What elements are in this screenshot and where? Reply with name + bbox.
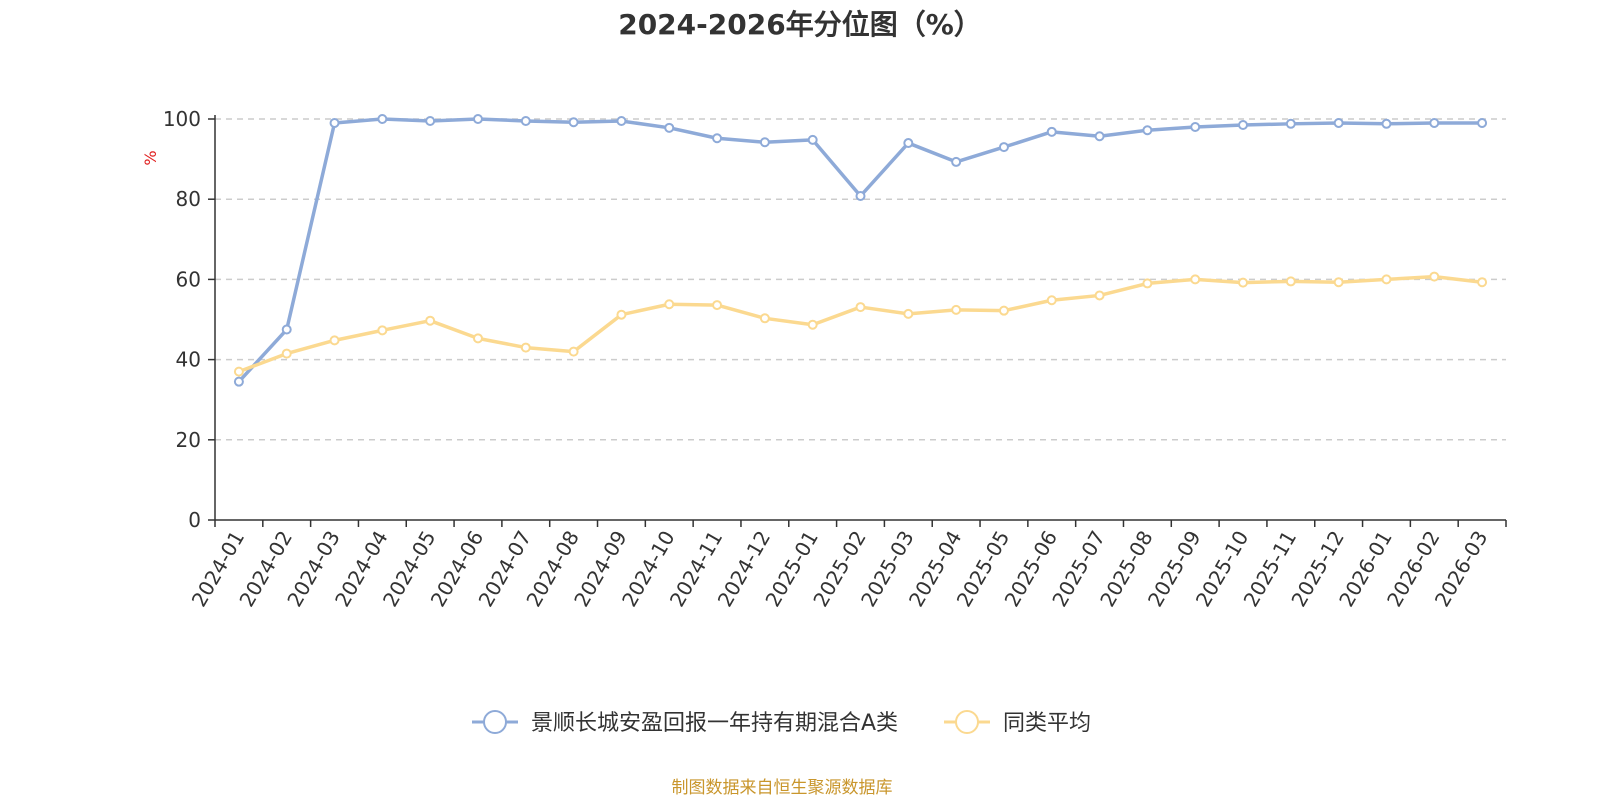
data-point bbox=[759, 313, 770, 324]
grid-lines bbox=[215, 118, 1506, 441]
data-point bbox=[1429, 271, 1440, 282]
y-tick-label: 20 bbox=[176, 428, 201, 452]
data-point bbox=[1142, 278, 1153, 289]
data-point bbox=[520, 342, 531, 353]
data-point bbox=[616, 116, 627, 127]
y-tick-label: 0 bbox=[188, 508, 201, 532]
data-point bbox=[1238, 120, 1249, 131]
series-line bbox=[237, 117, 1483, 383]
data-point bbox=[1190, 122, 1201, 133]
data-point bbox=[233, 376, 244, 387]
data-point bbox=[1333, 277, 1344, 288]
data-point bbox=[664, 122, 675, 133]
data-point bbox=[1238, 277, 1249, 288]
legend-label: 同类平均 bbox=[1003, 711, 1091, 736]
data-source-note: 制图数据来自恒生聚源数据库 bbox=[672, 778, 893, 798]
series-1 bbox=[233, 114, 1488, 387]
data-point bbox=[281, 348, 292, 359]
data-point bbox=[712, 133, 723, 144]
data-point bbox=[1381, 118, 1392, 129]
data-point bbox=[616, 309, 627, 320]
data-point bbox=[281, 324, 292, 335]
data-point bbox=[1285, 276, 1296, 287]
data-point bbox=[472, 114, 483, 124]
data-point bbox=[664, 299, 675, 310]
data-point bbox=[1046, 126, 1057, 137]
data-point bbox=[233, 366, 244, 377]
data-point bbox=[1142, 125, 1153, 136]
data-point bbox=[807, 134, 818, 145]
y-tick-label: 40 bbox=[176, 348, 201, 372]
data-point bbox=[998, 142, 1009, 153]
data-point bbox=[1094, 290, 1105, 301]
y-tick-label: 60 bbox=[176, 267, 201, 291]
legend: 景顺长城安盈回报一年持有期混合A类 同类平均 bbox=[472, 710, 1091, 736]
data-point bbox=[1477, 277, 1488, 288]
data-point bbox=[998, 305, 1009, 316]
chart-title: 2024-2026年分位图（%） bbox=[618, 8, 982, 41]
data-point bbox=[425, 315, 436, 326]
data-point bbox=[712, 300, 723, 311]
data-point bbox=[1190, 274, 1201, 285]
data-point bbox=[903, 308, 914, 319]
series-lines bbox=[233, 114, 1488, 387]
data-point bbox=[1046, 295, 1057, 306]
data-point bbox=[568, 117, 579, 128]
legend-marker bbox=[483, 710, 507, 734]
data-point bbox=[472, 333, 483, 344]
data-point bbox=[855, 302, 866, 313]
y-tick-label: 100 bbox=[163, 107, 201, 131]
series-line bbox=[238, 274, 1483, 374]
data-point bbox=[855, 190, 866, 201]
data-point bbox=[1094, 131, 1105, 142]
data-point bbox=[329, 118, 340, 129]
data-point bbox=[951, 156, 962, 167]
data-point bbox=[425, 116, 436, 127]
data-point bbox=[951, 304, 962, 315]
data-point bbox=[1285, 118, 1296, 129]
data-point bbox=[377, 325, 388, 336]
legend-label: 景顺长城安盈回报一年持有期混合A类 bbox=[531, 711, 898, 736]
data-point bbox=[329, 335, 340, 346]
legend-item-2[interactable]: 同类平均 bbox=[944, 710, 1091, 736]
data-point bbox=[759, 137, 770, 148]
series-2 bbox=[233, 271, 1488, 377]
data-point bbox=[1429, 118, 1440, 129]
legend-item-1[interactable]: 景顺长城安盈回报一年持有期混合A类 bbox=[472, 710, 898, 736]
data-point bbox=[903, 138, 914, 149]
y-tick-label: 80 bbox=[176, 187, 201, 211]
data-point bbox=[520, 116, 531, 127]
data-point bbox=[1333, 118, 1344, 129]
data-point bbox=[568, 346, 579, 357]
y-axis-label: % bbox=[141, 150, 160, 165]
data-point bbox=[377, 114, 388, 124]
data-point bbox=[807, 319, 818, 330]
legend-marker bbox=[955, 710, 979, 734]
data-point bbox=[1477, 118, 1488, 129]
data-point bbox=[1381, 274, 1392, 285]
